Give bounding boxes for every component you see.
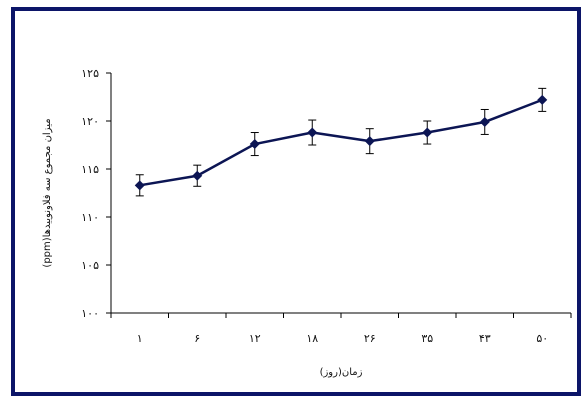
series-group — [134, 87, 548, 197]
x-tick-label: ۱ — [137, 332, 143, 345]
x-ticks: ۱ ۶ ۱۲ ۱۸ ۲۶ ۳۵ ۴۳ ۵۰ — [110, 313, 572, 345]
y-tick-label: ۱۲۵ — [81, 67, 99, 80]
data-point — [192, 170, 203, 181]
x-tick-label: ۳۵ — [421, 332, 433, 345]
series-line — [139, 98, 543, 187]
data-point — [422, 127, 433, 138]
y-tick-label: ۱۱۵ — [81, 163, 99, 176]
y-tick-label: ۱۲۰ — [81, 115, 99, 128]
y-tick-label: ۱۰۵ — [81, 259, 99, 272]
x-tick-label: ۴۳ — [479, 332, 491, 345]
y-tick-label: ۱۱۰ — [81, 211, 99, 224]
data-point — [364, 136, 375, 147]
y-tick-label: ۱۰۰ — [81, 307, 99, 320]
data-point — [134, 180, 145, 191]
y-axis-title: میزان مجموع سه فلاونوییدها(ppm) — [42, 118, 53, 267]
data-point — [479, 116, 490, 127]
data-point — [249, 139, 260, 150]
x-axis-title: زمان(روز) — [320, 367, 363, 378]
data-point — [307, 127, 318, 138]
y-ticks: ۱۰۰ ۱۰۵ ۱۱۰ ۱۱۵ ۱۲۰ ۱۲۵ — [81, 67, 111, 320]
data-point — [537, 94, 548, 105]
x-tick-label: ۱۸ — [306, 332, 318, 345]
x-tick-label: ۶ — [194, 332, 200, 345]
x-tick-label: ۱۲ — [249, 332, 261, 345]
x-tick-label: ۵۰ — [536, 332, 548, 345]
x-tick-label: ۲۶ — [364, 332, 376, 345]
